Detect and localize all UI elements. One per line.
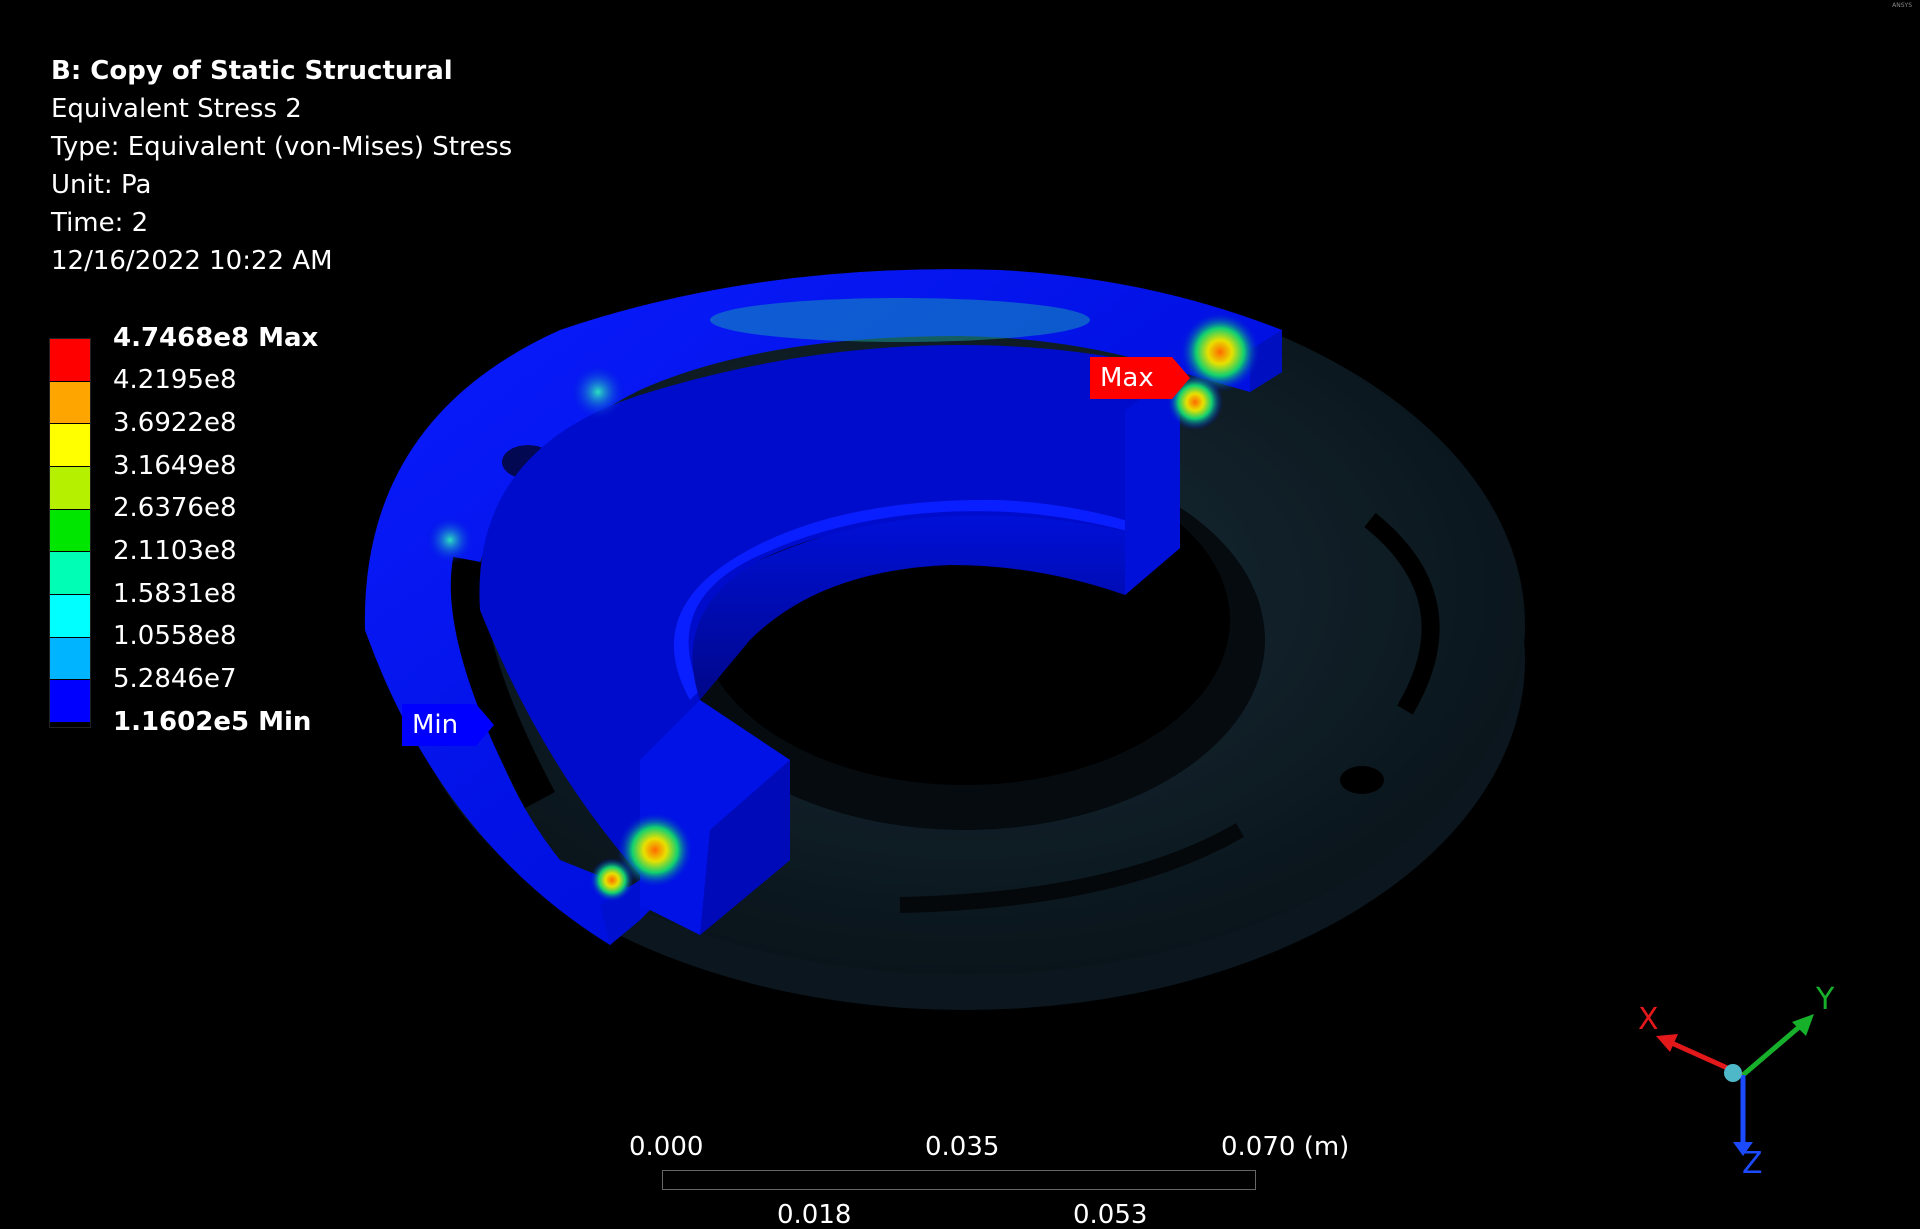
min-tag-shape (402, 704, 494, 746)
legend-label: 4.2195e8 (113, 365, 237, 395)
legend-swatch (50, 424, 90, 467)
x-axis-arrowhead (1656, 1034, 1678, 1052)
legend-swatch (50, 637, 90, 681)
legend-swatch (50, 509, 90, 553)
legend-swatch (50, 381, 90, 425)
legend-label: 2.1103e8 (113, 536, 237, 566)
triad-axes (1656, 1014, 1814, 1156)
max-probe-tag[interactable]: Max (1090, 357, 1200, 399)
legend-swatch (50, 339, 90, 382)
legend-label-min: 1.1602e5 Min (113, 707, 312, 737)
y-axis-line (1741, 1020, 1807, 1077)
legend-swatch (50, 680, 90, 723)
legend-label-max: 4.7468e8 Max (113, 323, 319, 353)
result-timestamp: 12/16/2022 10:22 AM (51, 246, 333, 276)
legend-label: 5.2846e7 (113, 664, 237, 694)
scale-label-top: 0.000 (629, 1132, 704, 1162)
triad-origin-sphere (1724, 1064, 1742, 1082)
legend-label: 3.1649e8 (113, 451, 237, 481)
legend-label: 3.6922e8 (113, 408, 237, 438)
ansys-logo: ANSYS (1892, 2, 1912, 9)
min-tag-fill (402, 704, 494, 746)
legend-color-bar (49, 338, 91, 728)
scale-label-bottom: 0.018 (777, 1200, 852, 1229)
legend-swatch (50, 552, 90, 595)
triad-z-label: Z (1742, 1146, 1763, 1181)
legend-label: 1.5831e8 (113, 579, 237, 609)
triad-x-label: X (1638, 1002, 1659, 1037)
legend-label: 1.0558e8 (113, 621, 237, 651)
min-probe-tag[interactable]: Min (402, 704, 504, 746)
scale-label-top: 0.035 (925, 1132, 1000, 1162)
z-axis-arrowhead (1733, 1142, 1753, 1156)
legend-swatch (50, 594, 90, 638)
scale-label-top: 0.070 (m) (1221, 1132, 1350, 1162)
result-type: Type: Equivalent (von-Mises) Stress (51, 132, 513, 162)
result-name: Equivalent Stress 2 (51, 94, 302, 124)
scale-bar (662, 1170, 1256, 1190)
scale-label-bottom: 0.053 (1073, 1200, 1148, 1229)
min-tag-label: Min (412, 710, 459, 740)
legend-label: 2.6376e8 (113, 493, 237, 523)
scale-ruler: 0.000 0.035 0.070 (m) 0.018 0.053 (620, 1130, 1360, 1229)
max-tag-label: Max (1100, 363, 1154, 393)
result-time: Time: 2 (51, 208, 149, 238)
coordinate-triad[interactable]: X Y Z (1620, 970, 1860, 1195)
max-tag-fill (1090, 357, 1190, 399)
max-tag-shape (1090, 357, 1190, 399)
result-unit: Unit: Pa (51, 170, 152, 200)
legend-swatch (50, 466, 90, 510)
triad-y-label: Y (1816, 982, 1835, 1017)
stress-body (364, 269, 1282, 945)
result-info: B: Copy of Static Structural Equivalent … (51, 52, 512, 280)
y-axis-arrowhead (1792, 1014, 1814, 1036)
analysis-title: B: Copy of Static Structural (51, 56, 453, 86)
